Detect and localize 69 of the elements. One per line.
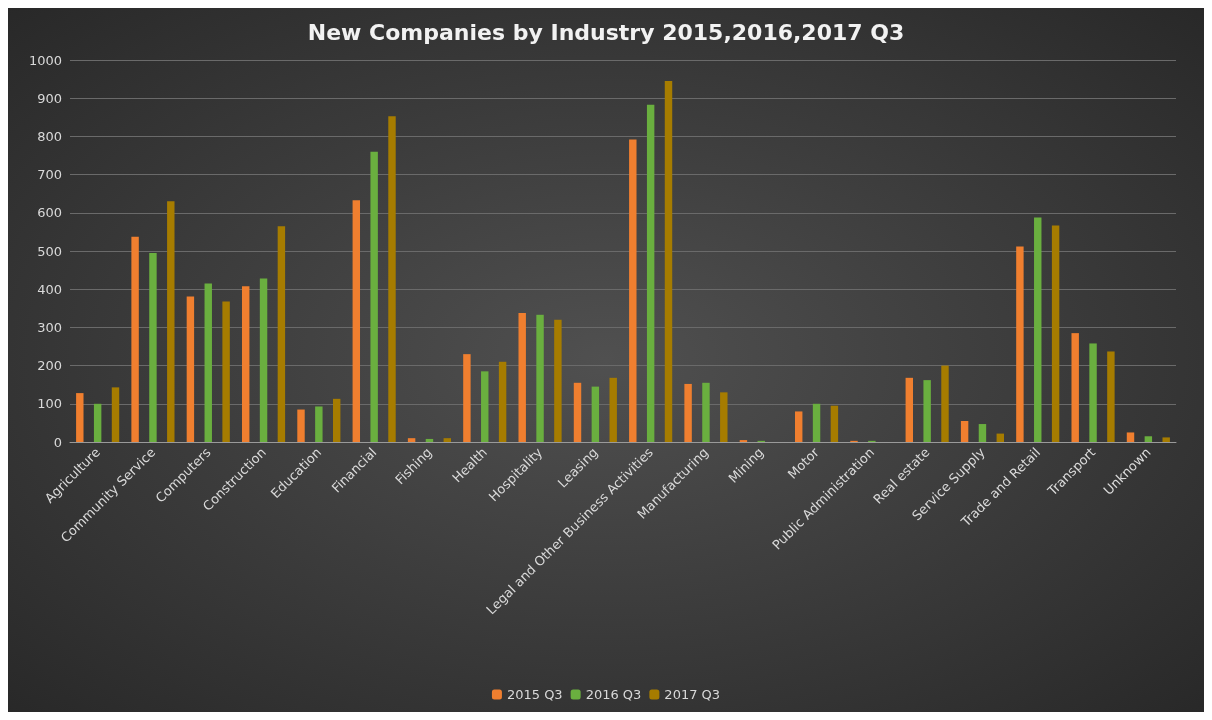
bar <box>1016 246 1024 442</box>
bar <box>830 405 839 442</box>
bar <box>443 438 452 442</box>
bar <box>1071 333 1079 442</box>
bar <box>1051 225 1060 442</box>
bar <box>960 420 969 442</box>
bar <box>1089 343 1097 442</box>
bar <box>259 278 268 442</box>
y-tick-label: 200 <box>37 358 62 374</box>
bar <box>629 139 637 442</box>
bar <box>978 424 987 442</box>
bar <box>1126 432 1135 442</box>
bar <box>93 403 102 442</box>
legend-label: 2016 Q3 <box>585 687 642 702</box>
bar <box>186 296 195 442</box>
y-tick-label: 300 <box>37 319 62 335</box>
bar <box>1034 217 1042 442</box>
bar <box>111 387 120 442</box>
bar <box>76 393 84 442</box>
bar <box>407 438 416 442</box>
bar <box>536 314 544 442</box>
bar <box>684 383 692 442</box>
bar <box>702 382 710 442</box>
bar <box>812 403 821 442</box>
bar <box>941 365 949 442</box>
bar <box>1144 436 1153 442</box>
bar <box>277 226 286 442</box>
bar <box>204 283 212 442</box>
y-tick-label: 1000 <box>28 52 62 68</box>
legend-label: 2017 Q3 <box>664 687 721 702</box>
bar <box>481 371 489 442</box>
y-tick-label: 600 <box>37 205 62 221</box>
bar <box>425 438 434 442</box>
bar <box>609 377 617 442</box>
y-tick-label: 500 <box>37 243 62 259</box>
bar <box>1162 437 1170 442</box>
bar <box>720 392 728 442</box>
bar <box>794 411 803 442</box>
bar <box>149 252 157 442</box>
bar <box>332 398 341 442</box>
bar <box>297 409 305 442</box>
bar <box>463 354 471 442</box>
legend-label: 2015 Q3 <box>506 687 563 702</box>
y-tick-label: 900 <box>37 90 62 106</box>
bar <box>131 236 139 442</box>
y-tick-label: 100 <box>37 396 62 412</box>
bar <box>518 312 526 442</box>
bar <box>388 116 396 442</box>
bar <box>923 380 931 442</box>
bar <box>315 406 323 442</box>
bar <box>646 104 655 442</box>
chart-title: New Companies by Industry 2015,2016,2017 Q3 <box>307 19 905 45</box>
bar <box>664 81 673 442</box>
bar <box>241 286 250 442</box>
bar <box>573 382 582 442</box>
bar <box>352 200 361 442</box>
bar <box>370 151 378 442</box>
bar <box>905 377 914 442</box>
bar <box>498 361 507 442</box>
bar <box>996 433 1005 442</box>
bar <box>222 301 230 442</box>
y-tick-label: 800 <box>37 128 62 144</box>
bar <box>554 319 562 442</box>
y-tick-label: 700 <box>37 167 62 183</box>
y-tick-label: 0 <box>53 434 62 450</box>
bar <box>1107 351 1115 442</box>
bar <box>167 201 175 442</box>
y-tick-label: 400 <box>37 281 62 297</box>
bar <box>591 386 600 442</box>
